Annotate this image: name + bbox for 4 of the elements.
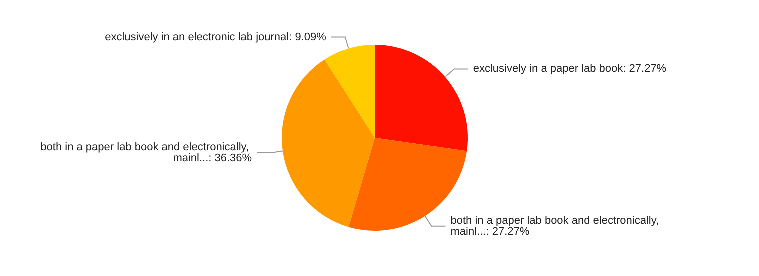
slice-label: both in a paper lab book and electronically, mainl...: 27.27% — [450, 214, 662, 238]
slice-label: exclusively in a paper lab book: 27.27% — [473, 63, 667, 76]
slice-label: both in a paper lab book and electronically, mainl...: 36.36% — [40, 141, 252, 164]
slice-label: exclusively in an electronic lab journal: 9.09% — [105, 31, 327, 44]
